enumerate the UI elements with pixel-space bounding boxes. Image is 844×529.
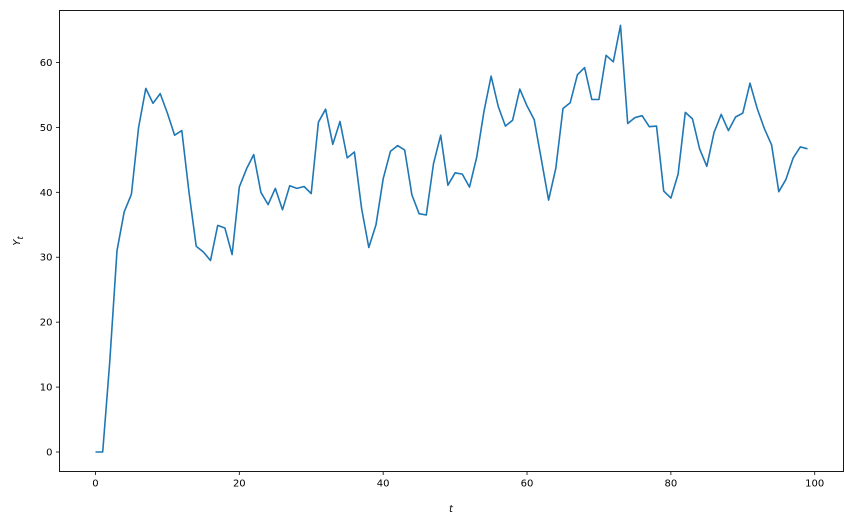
x-tick-label: 80 bbox=[665, 479, 678, 490]
axis-ticks: 0 20 40 60 80 100 0 10 20 30 40 50 60 bbox=[40, 58, 825, 490]
y-tick-label: 30 bbox=[40, 253, 53, 264]
axes-frame bbox=[59, 10, 844, 472]
x-tick-label: 0 bbox=[92, 479, 98, 490]
x-tick-label: 40 bbox=[377, 479, 390, 490]
y-tick-label: 60 bbox=[40, 58, 53, 69]
y-tick-label: 0 bbox=[46, 448, 52, 459]
x-tick-label: 60 bbox=[521, 479, 534, 490]
y-tick-label: 50 bbox=[40, 123, 53, 134]
y-tick-label: 10 bbox=[40, 383, 53, 394]
x-tick-label: 100 bbox=[805, 479, 824, 490]
x-axis-label: t bbox=[449, 504, 454, 515]
x-tick-label: 20 bbox=[233, 479, 246, 490]
y-tick-label: 40 bbox=[40, 188, 53, 199]
y-tick-label: 20 bbox=[40, 318, 53, 329]
y-axis-label: Yt bbox=[12, 236, 25, 246]
svg-text:Yt: Yt bbox=[12, 236, 25, 246]
y-axis-label-subscript: t bbox=[16, 236, 25, 240]
series-line bbox=[95, 24, 808, 453]
y-axis-label-main: Y bbox=[12, 239, 23, 246]
